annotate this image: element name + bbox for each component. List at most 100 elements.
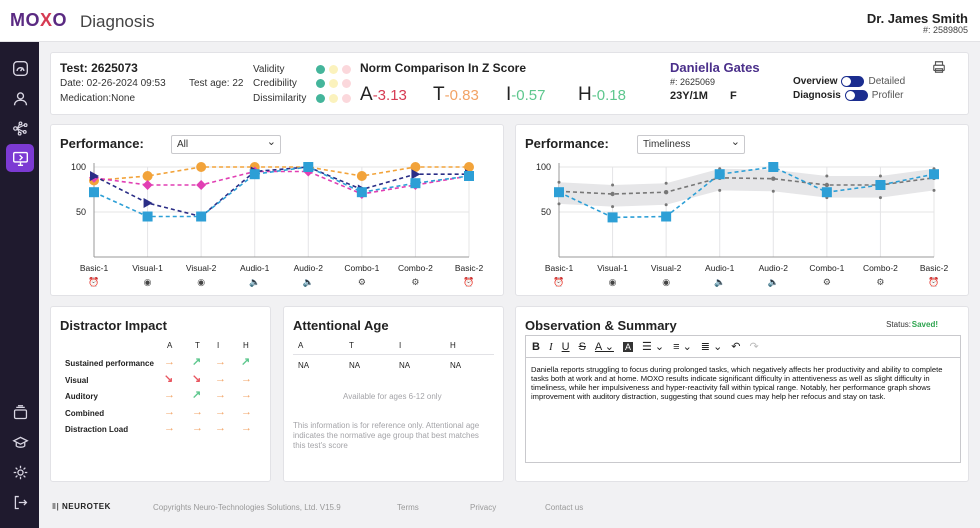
footer: ‖| NEUROTEK Copyrights Neuro-Technologie… [39,492,980,528]
norm-range-dot [611,205,615,209]
x-tick-label: Visual-2 [186,263,217,273]
data-point-circle [410,162,421,172]
redo-icon[interactable]: ↷ [749,341,759,353]
z-score-t: T-0.83 [433,84,479,105]
patient-name[interactable]: Daniella Gates [670,60,760,75]
overview-detailed-toggle[interactable] [841,76,865,87]
x-tick-label: Visual-2 [651,263,682,273]
graduation-cap-icon[interactable] [6,428,34,456]
x-tick-label: Audio-1 [705,263,735,273]
data-point-square [249,169,260,180]
norm-range-dot [878,196,882,200]
attentional-age-title: Attentional Age [293,318,389,333]
data-point-circle [356,171,367,181]
test-number: Test: 2625073 [60,61,138,75]
doctor-name[interactable]: Dr. James Smith [866,11,968,26]
numbered-list-button[interactable]: ≡ ⌄ [673,341,692,353]
patient-id: #: 2625069 [670,77,716,87]
distractor-arrow: → [192,405,203,418]
align-button[interactable]: ≣ ⌄ [700,341,723,353]
italic-button[interactable]: I [548,340,553,353]
distractor-row-label: Visual [65,375,89,385]
distractor-arrow: → [164,405,175,418]
speaker-icon: 🔈 [303,278,314,288]
observation-card: Observation & Summary Status: Saved! B I… [515,306,969,482]
att-info-line2: indicates the normative age group that b… [293,431,479,440]
distractor-arrow: ↘ [164,372,174,385]
underline-button[interactable]: U [561,340,570,353]
norm-range-dot [771,189,775,193]
x-tick-label: Visual-1 [597,263,628,273]
series-line [93,170,470,195]
att-info-line3: this test's score [293,441,348,450]
speaker-icon: 🔈 [714,278,725,288]
distractor-row-label: Sustained performance [65,359,154,368]
logout-icon[interactable] [6,488,34,516]
strikethrough-button[interactable]: S [578,340,586,353]
data-point-triangle [411,169,421,180]
contact-link[interactable]: Contact us [545,503,584,512]
eye-icon: ◉ [662,278,670,288]
speaker-icon: 🔈 [249,278,260,288]
distractor-col-i: I [217,341,220,350]
distractor-arrow: → [215,389,226,401]
cards-stack-icon[interactable] [6,398,34,426]
monitor-report-icon[interactable] [6,144,34,172]
y-tick-label: 100 [536,162,551,172]
privacy-link[interactable]: Privacy [470,503,497,512]
data-point-square [410,178,421,189]
observation-editor[interactable]: Daniella reports struggling to focus dur… [525,357,961,463]
gear-icon[interactable] [6,458,34,486]
series-line [93,166,470,218]
att-col-i: I [399,341,402,350]
data-point-circle [663,190,669,195]
distractor-col-h: H [243,341,249,350]
user-icon[interactable] [6,84,34,112]
data-point-square [929,169,939,180]
distractor-arrow: → [241,389,252,401]
performance-filter-select[interactable]: All [171,135,281,154]
clock-icon: ⏰ [928,276,939,288]
x-tick-label: Audio-1 [240,263,270,273]
att-col-t: T [349,341,354,350]
data-point-square [821,187,832,198]
data-point-circle [196,162,207,172]
distractor-arrow: ↗ [192,356,202,368]
eye-icon: ◉ [609,278,617,288]
print-icon[interactable] [932,60,946,74]
network-nodes-icon[interactable] [6,114,34,142]
x-tick-label: Audio-2 [759,263,789,273]
z-score-a: A-3.13 [360,84,407,105]
patient-age: 23Y/1M [670,90,708,102]
bold-button[interactable]: B [532,340,540,353]
clock-icon: ⏰ [553,276,564,288]
copyright-text: Copyrights Neuro-Technologies Solutions,… [153,503,341,512]
status-saved: Saved! [911,320,938,329]
distractor-title: Distractor Impact [60,318,167,333]
detailed-label: Detailed [868,76,906,87]
norm-range-band [559,168,934,207]
data-point-square [714,169,725,180]
test-info-card: Test: 2625073 Date: 02-26-2024 09:53 Tes… [50,52,969,115]
series-line [93,166,469,218]
clock-icon: ⏰ [88,276,99,288]
timeliness-filter-select[interactable]: Timeliness [637,135,745,154]
data-point-triangle [143,198,153,208]
terms-link[interactable]: Terms [397,503,419,512]
validity-indicator [316,65,351,74]
dashboard-gauge-icon[interactable] [6,54,34,82]
highlight-color-button[interactable]: A [622,341,633,352]
dissimilarity-label: Dissimilarity [253,93,307,104]
combo-icon: ⚙ [823,278,831,288]
bullet-list-button[interactable]: ☰ ⌄ [641,341,665,353]
text-color-button[interactable]: A ⌄ [594,341,614,353]
undo-icon[interactable]: ↶ [731,341,741,353]
distractor-arrow: → [241,405,252,418]
diagnosis-profiler-toggle-row: Diagnosis Profiler [793,90,903,101]
diagnosis-profiler-toggle[interactable] [844,90,868,101]
att-value-t: NA [349,361,361,370]
x-tick-label: Combo-2 [398,263,433,273]
norm-range-dot [557,180,561,184]
norm-range-dot [718,188,722,192]
norm-range-dot [611,183,615,187]
